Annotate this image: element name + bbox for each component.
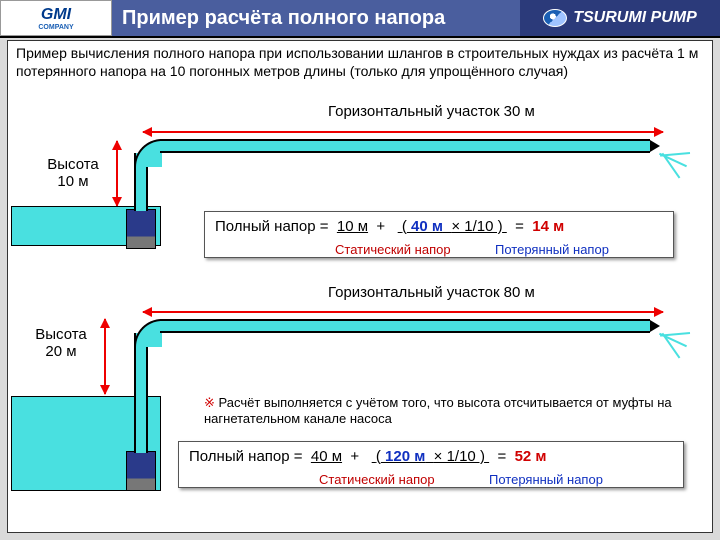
case2-vertical-span — [104, 319, 106, 394]
gmi-logo: GMI COMPANY — [0, 0, 112, 36]
case2-loss-length: 120 м — [385, 448, 425, 465]
case2-formula-box: Полный напор = 40 м + ( 120 м × 1/10 ) =… — [178, 441, 684, 488]
case2-formula-prefix: Полный напор = — [189, 448, 303, 465]
case1-pipe-elbow — [134, 139, 162, 167]
case1-loss-length: 40 м — [411, 218, 443, 235]
case2-height-label-b: 20 м — [45, 343, 76, 360]
case1-static-sublabel: Статический напор — [335, 242, 451, 257]
case1-vertical-span — [116, 141, 118, 206]
case1-formula-box: Полный напор = 10 м + ( 40 м × 1/10 ) = … — [204, 211, 674, 258]
case2-height-label-a: Высота — [35, 326, 87, 343]
case1-loss-open: ( — [402, 218, 407, 235]
case1-horizontal-span — [143, 131, 663, 133]
case2-nozzle — [650, 320, 660, 332]
case2-pipe-horizontal — [160, 319, 650, 333]
case2-formula: Полный напор = 40 м + ( 120 м × 1/10 ) =… — [189, 448, 673, 465]
case1-loss-sublabel: Потерянный напор — [495, 242, 609, 257]
case1-height-label-a: Высота — [47, 156, 99, 173]
case2-note: ※ Расчёт выполняется с учётом того, что … — [204, 395, 684, 426]
case1-horizontal-label: Горизонтальный участок 30 м — [328, 103, 535, 120]
case1-formula: Полный напор = 10 м + ( 40 м × 1/10 ) = … — [215, 218, 663, 235]
case2-height-label: Высота 20 м — [26, 326, 96, 360]
case1-formula-prefix: Полный напор = — [215, 218, 329, 235]
case2-pump — [126, 451, 156, 491]
case2-pipe-elbow — [134, 319, 162, 347]
case1-loss-underline: ( 40 м × 1/10 ) — [398, 218, 507, 235]
case1-height-label: Высота 10 м — [38, 156, 108, 190]
case1-eq: = — [515, 218, 524, 235]
case2-loss-open: ( — [376, 448, 381, 465]
tsurumi-logo-text: TSURUMI PUMP — [573, 9, 697, 27]
case2-spray-icon — [655, 325, 691, 356]
case1-static-value: 10 м — [337, 218, 368, 235]
case2-result: 52 м — [515, 448, 547, 465]
case1-spray-icon — [655, 145, 691, 176]
case1-loss-mult: × 1/10 ) — [451, 218, 502, 235]
case2-note-text: Расчёт выполняется с учётом того, что вы… — [204, 395, 672, 426]
case2-static-value: 40 м — [311, 448, 342, 465]
page-title: Пример расчёта полного напора — [112, 0, 520, 36]
case2-eq: = — [497, 448, 506, 465]
note-mark-icon: ※ — [204, 395, 215, 410]
case1-result: 14 м — [532, 218, 564, 235]
case2-horizontal-label: Горизонтальный участок 80 м — [328, 284, 535, 301]
case1-height-label-b: 10 м — [57, 173, 88, 190]
case2-pipe-vertical — [134, 333, 148, 453]
description-text: Пример вычисления полного напора при исп… — [8, 41, 712, 80]
tsurumi-logo: TSURUMI PUMP — [520, 0, 720, 36]
gmi-logo-text: GMI — [41, 6, 71, 24]
case2-loss-sublabel: Потерянный напор — [489, 472, 603, 487]
case2-static-sublabel: Статический напор — [319, 472, 435, 487]
content-panel: Пример вычисления полного напора при исп… — [7, 40, 713, 533]
case1-pipe-horizontal — [160, 139, 650, 153]
case2-loss-underline: ( 120 м × 1/10 ) — [372, 448, 489, 465]
case2-horizontal-span — [143, 311, 663, 313]
case1-nozzle — [650, 140, 660, 152]
case2-plus: + — [350, 448, 359, 465]
gmi-logo-sub: COMPANY — [38, 24, 73, 31]
case1-pump — [126, 209, 156, 249]
swirl-icon — [543, 9, 567, 27]
case2-loss-mult: × 1/10 ) — [434, 448, 485, 465]
case1-plus: + — [376, 218, 385, 235]
header-bar: GMI COMPANY Пример расчёта полного напор… — [0, 0, 720, 38]
